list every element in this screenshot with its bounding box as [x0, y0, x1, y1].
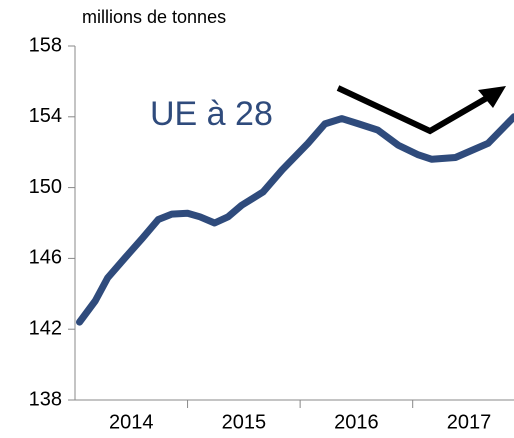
x-tick-label: 2015	[222, 411, 267, 433]
x-tick-label: 2014	[109, 411, 154, 433]
y-tick-label: 154	[29, 105, 62, 127]
y-tick-label: 158	[29, 34, 62, 56]
trend-arrow	[336, 85, 506, 135]
y-tick-label: 146	[29, 247, 62, 269]
x-tick-label: 2017	[447, 411, 492, 433]
y-axis-label: millions de tonnes	[82, 7, 226, 27]
data-line	[76, 113, 514, 326]
y-tick-label: 142	[29, 317, 62, 339]
annotation: UE à 28	[150, 95, 273, 133]
x-tick-label: 2016	[334, 411, 379, 433]
y-tick-label: 138	[29, 388, 62, 410]
y-tick-label: 150	[29, 176, 62, 198]
